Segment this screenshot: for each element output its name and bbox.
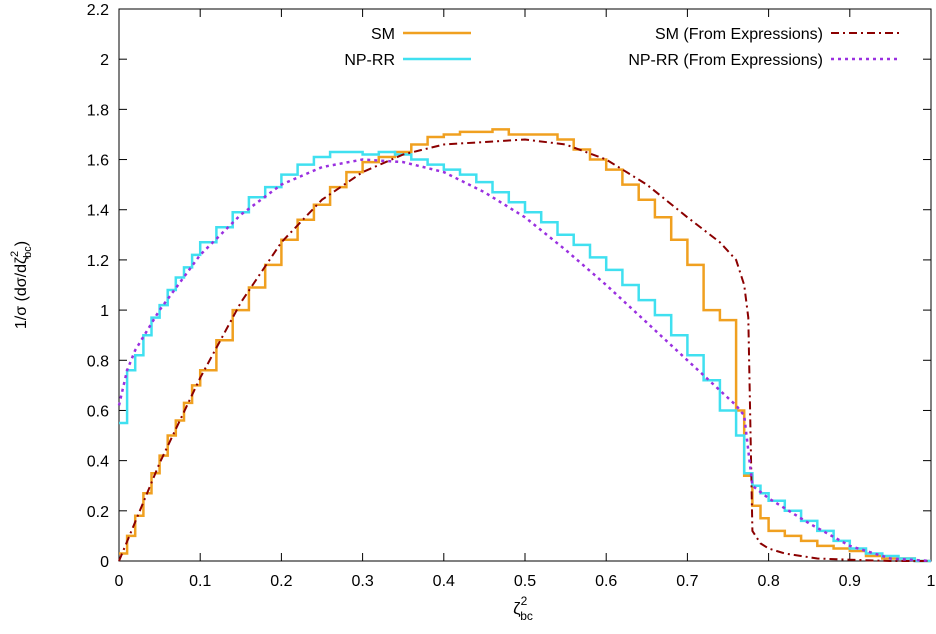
- axis-ticks: 0 0.1 0.2 0.3 0.4 0.5 0.6 0.7 0.8 0.9 1 0 0.2 0.4 0.6 0…: [87, 2, 936, 590]
- y-tick-label: 0.4: [87, 454, 109, 471]
- x-tick-label: 0.3: [351, 573, 373, 590]
- y-axis-label-sup: 2: [9, 251, 21, 257]
- y-tick-label: 1.4: [87, 203, 109, 220]
- x-axis-label: ζ2 bc: [513, 594, 533, 623]
- x-tick-label: 0.7: [676, 573, 698, 590]
- x-tick-label: 0.5: [514, 573, 536, 590]
- plot-frame: [118, 8, 932, 562]
- y-tick-label: 1: [100, 303, 109, 320]
- legend-label-0: SM: [371, 26, 395, 43]
- x-axis-label-sup: 2: [521, 594, 528, 608]
- y-tick-label: 1.8: [87, 102, 109, 119]
- x-tick-label: 0.6: [595, 573, 617, 590]
- y-tick-label: 0: [100, 554, 109, 571]
- x-tick-label: 0: [115, 573, 124, 590]
- x-tick-label: 0.1: [189, 573, 211, 590]
- y-axis-label-sub: bc: [22, 246, 34, 258]
- y-axis-label-main: 1/σ (dσ/dζ: [13, 257, 30, 329]
- y-tick-label: 0.2: [87, 504, 109, 521]
- y-tick-label: 2.2: [87, 2, 109, 19]
- legend-label-2: SM (From Expressions): [655, 26, 823, 43]
- x-axis-label-sub: bc: [520, 609, 533, 623]
- x-tick-label: 1: [927, 573, 936, 590]
- legend-label-1: NP-RR: [344, 52, 395, 69]
- x-tick-label: 0.4: [433, 573, 455, 590]
- y-tick-label: 1.6: [87, 153, 109, 170]
- y-tick-label: 2: [100, 52, 109, 69]
- y-axis-label-close: ): [13, 241, 30, 246]
- x-tick-label: 0.2: [270, 573, 292, 590]
- y-tick-label: 0.6: [87, 403, 109, 420]
- x-axis-label-main: ζ: [513, 599, 521, 618]
- series-layer: [117, 128, 932, 563]
- legend: SM NP-RR SM (From Expressions) NP-RR (From …: [344, 26, 899, 69]
- x-tick-label: 0.8: [757, 573, 779, 590]
- series-line-3: [117, 158, 932, 563]
- y-tick-label: 0.8: [87, 353, 109, 370]
- y-tick-label: 1.2: [87, 253, 109, 270]
- x-tick-label: 0.9: [839, 573, 861, 590]
- legend-label-3: NP-RR (From Expressions): [628, 52, 823, 69]
- series-line-1: [119, 150, 931, 563]
- y-axis-label: 1/σ (dσ/dζ2bc): [9, 241, 34, 329]
- series-line-0: [119, 128, 931, 563]
